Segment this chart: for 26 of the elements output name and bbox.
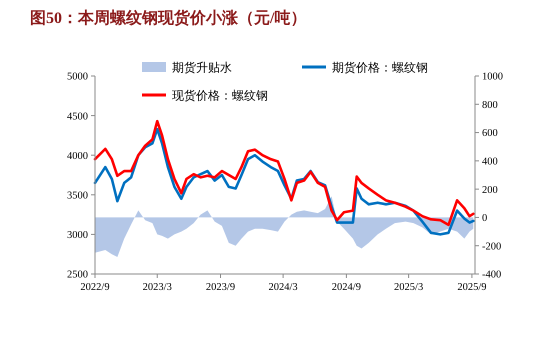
x-tick-label: 2024/9 [332,282,361,293]
x-tick-label: 2025/9 [457,282,486,293]
y-tick-label: 3500 [67,190,88,202]
x-tick-label: 2024/3 [268,282,298,293]
x-tick-label: 2023/9 [206,282,236,293]
x-tick-label: 2023/3 [142,282,172,293]
y2-tick-label: 0 [482,213,488,224]
y2-tick-label: -400 [482,270,502,281]
y-tick-label: 4500 [67,111,88,122]
legend-label: 期货升贴水 [172,60,232,75]
y2-tick-label: 200 [482,184,498,196]
x-tick-label: 2022/9 [80,282,110,293]
y2-tick-label: 800 [482,100,498,111]
legend-label: 期货价格：螺纹钢 [332,60,428,75]
y2-tick-label: 600 [482,128,498,140]
chart-title: 图50：本周螺纹钢现货价小涨（元/吨） [30,9,306,27]
y2-tick-label: 1000 [482,72,503,83]
y-tick-label: 2500 [67,270,88,281]
legend-label: 现货价格：螺纹钢 [172,88,268,103]
y-tick-label: 3000 [67,230,88,242]
y-tick-label: 4000 [67,150,88,162]
y-tick-label: 5000 [67,72,88,83]
line-series [94,120,475,226]
x-tick-label: 2025/3 [394,282,424,293]
y2-tick-label: -200 [482,241,502,252]
y2-tick-label: 400 [482,156,498,168]
